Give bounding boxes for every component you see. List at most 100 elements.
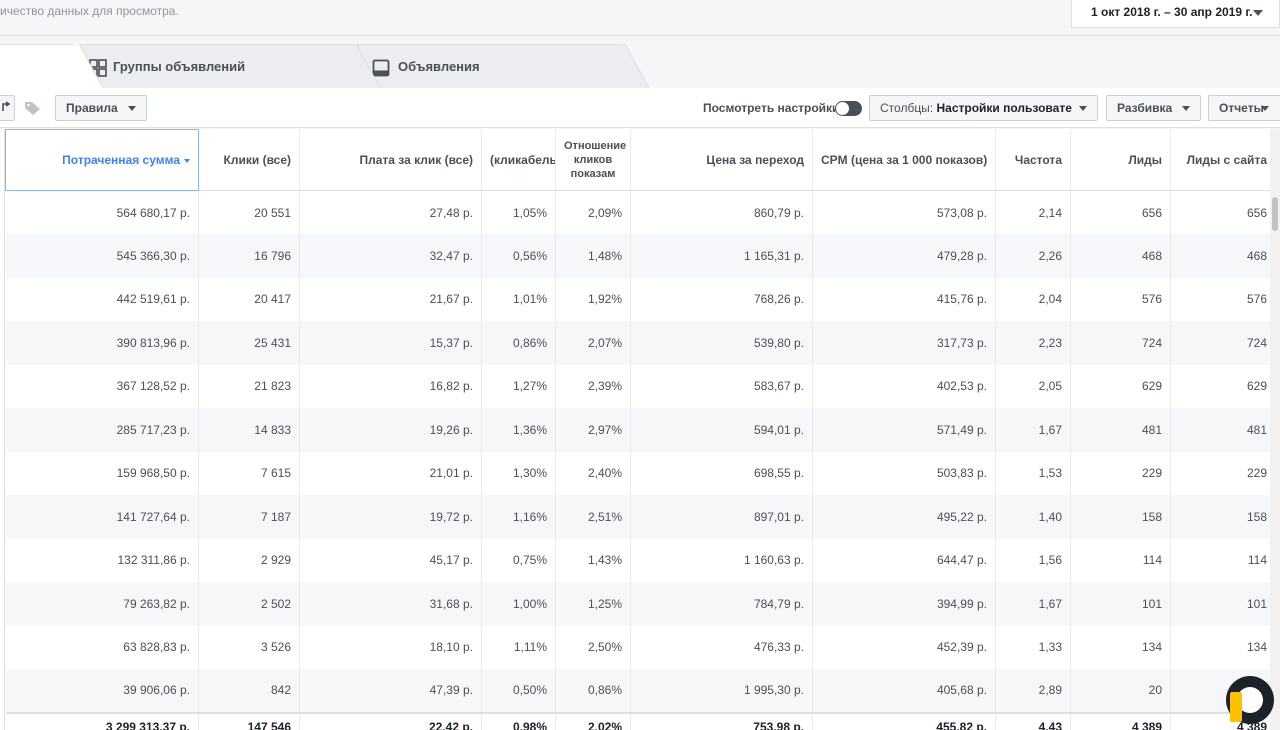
tab-ads[interactable]: Объявления xyxy=(358,44,626,88)
column-header-cpc[interactable]: Плата за клик (все) xyxy=(299,129,482,191)
table-row[interactable]: 63 828,83 р. 3 526 18,10 р. 1,11% 2,50% 476,3… xyxy=(5,625,1276,669)
cell-site-leads: 134 xyxy=(1170,625,1276,669)
cell-cost-per-click: 860,79 р. xyxy=(630,190,813,234)
table-row[interactable]: 545 366,30 р. 16 796 32,47 р. 0,56% 1,48% 1 1… xyxy=(5,234,1276,278)
cell-leads: 114 xyxy=(1070,538,1171,582)
column-header-ctr[interactable]: (кликабель xyxy=(481,129,556,191)
cell-site-leads: 576 xyxy=(1170,277,1276,321)
column-header-leads[interactable]: Лиды xyxy=(1070,129,1171,191)
column-header-cost-per-click[interactable]: Цена за переход xyxy=(630,129,813,191)
table-row[interactable]: 442 519,61 р. 20 417 21,67 р. 1,01% 1,92% 768… xyxy=(5,277,1276,321)
cell-frequency: 2,14 xyxy=(995,190,1071,234)
table-toolbar: Правила Посмотреть настройки Столбцы: На… xyxy=(0,88,1280,128)
view-settings-label: Посмотреть настройки xyxy=(703,101,840,115)
column-header-clicks[interactable]: Клики (все) xyxy=(198,129,300,191)
reports-dropdown[interactable]: Отчеты xyxy=(1208,95,1280,121)
vertical-scrollbar[interactable] xyxy=(1270,129,1280,730)
cell-ctr: 1,27% xyxy=(481,364,556,408)
tab-ad-sets-label: Группы объявлений xyxy=(113,59,246,74)
cell-ctr: 1,36% xyxy=(481,408,556,452)
tab-ad-sets[interactable]: Группы объявлений xyxy=(80,44,358,88)
breakdown-dropdown[interactable]: Разбивка xyxy=(1106,95,1201,121)
column-header-label: Лиды xyxy=(1128,152,1162,167)
rules-label: Правила xyxy=(66,101,118,115)
table-row[interactable]: 564 680,17 р. 20 551 27,48 р. 1,05% 2,09% 860… xyxy=(5,190,1276,234)
info-text: ичество данных для просмотра. xyxy=(0,4,179,18)
cell-leads: 724 xyxy=(1070,321,1171,365)
column-header-label: Клики (все) xyxy=(223,152,291,167)
ads-table: Потраченная сумма Клики (все) Плата за к… xyxy=(5,129,1276,730)
tab-campaigns-edge xyxy=(75,44,103,88)
table-row[interactable]: 390 813,96 р. 25 431 15,37 р. 0,86% 2,07% 539… xyxy=(5,321,1276,365)
top-info-bar: ичество данных для просмотра. 1 окт 2018… xyxy=(0,0,1280,36)
cell-clicks: 2 502 xyxy=(198,582,300,626)
cell-cost-per-click: 768,26 р. xyxy=(630,277,813,321)
cell-clicks: 7 187 xyxy=(198,495,300,539)
toggle-knob xyxy=(836,102,849,115)
tag-icon[interactable] xyxy=(24,100,42,116)
table-row[interactable]: 39 906,06 р. 842 47,39 р. 0,50% 0,86% 1 995,3… xyxy=(5,669,1276,713)
cell-ctr-ratio: 1,25% xyxy=(555,582,631,626)
column-header-label: CPM (цена за 1 000 показов) xyxy=(821,152,988,167)
cell-site-leads: 629 xyxy=(1170,364,1276,408)
date-range-label: 1 окт 2018 г. – 30 апр 2019 г. xyxy=(1091,5,1253,19)
cell-cpc: 47,39 р. xyxy=(299,669,482,713)
table-row[interactable]: 159 968,50 р. 7 615 21,01 р. 1,30% 2,40% 698,… xyxy=(5,451,1276,495)
total-cell-ctr: 0,98% xyxy=(481,711,556,730)
tab-campaigns[interactable] xyxy=(0,44,78,88)
cell-leads: 481 xyxy=(1070,408,1171,452)
column-header-cpm[interactable]: CPM (цена за 1 000 показов) xyxy=(812,129,996,191)
view-settings-toggle[interactable] xyxy=(835,101,862,116)
column-header-spent[interactable]: Потраченная сумма xyxy=(5,129,199,191)
total-cell-cpc: 22,42 р. xyxy=(299,711,482,730)
table-row[interactable]: 141 727,64 р. 7 187 19,72 р. 1,16% 2,51% 897,… xyxy=(5,495,1276,539)
cell-ctr: 1,05% xyxy=(481,190,556,234)
cell-spent: 545 366,30 р. xyxy=(5,234,199,278)
cell-clicks: 25 431 xyxy=(198,321,300,365)
columns-dropdown[interactable]: Столбцы: Настройки пользовате xyxy=(869,95,1098,121)
cell-site-leads: 158 xyxy=(1170,495,1276,539)
edit-icon xyxy=(2,101,11,111)
table-row[interactable]: 285 717,23 р. 14 833 19,26 р. 1,36% 2,97% 594… xyxy=(5,408,1276,452)
cell-frequency: 1,67 xyxy=(995,408,1071,452)
cell-ctr: 0,56% xyxy=(481,234,556,278)
cell-leads: 576 xyxy=(1070,277,1171,321)
table-row[interactable]: 132 311,86 р. 2 929 45,17 р. 0,75% 1,43% 1 16… xyxy=(5,538,1276,582)
cell-leads: 101 xyxy=(1070,582,1171,626)
cell-ctr: 1,00% xyxy=(481,582,556,626)
cell-ctr-ratio: 2,97% xyxy=(555,408,631,452)
column-header-label: Отношение кликов показам xyxy=(564,139,627,180)
total-cell-clicks: 147 546 xyxy=(198,711,300,730)
columns-prefix: Столбцы: xyxy=(880,101,934,115)
column-header-site-leads[interactable]: Лиды с сайта xyxy=(1170,129,1276,191)
rules-button[interactable]: Правила xyxy=(55,95,147,121)
cell-cost-per-click: 539,80 р. xyxy=(630,321,813,365)
column-header-ctr-ratio[interactable]: Отношение кликов показам xyxy=(555,129,631,191)
cell-clicks: 20 551 xyxy=(198,190,300,234)
edit-button[interactable] xyxy=(0,95,15,121)
cell-clicks: 2 929 xyxy=(198,538,300,582)
cell-site-leads: 101 xyxy=(1170,582,1276,626)
scrollbar-thumb[interactable] xyxy=(1272,197,1278,231)
cell-spent: 564 680,17 р. xyxy=(5,190,199,234)
cell-cpc: 19,72 р. xyxy=(299,495,482,539)
cell-cpm: 503,83 р. xyxy=(812,451,996,495)
cell-frequency: 1,67 xyxy=(995,582,1071,626)
cell-ctr: 1,11% xyxy=(481,625,556,669)
table-row[interactable]: 79 263,82 р. 2 502 31,68 р. 1,00% 1,25% 784,7… xyxy=(5,582,1276,626)
cell-spent: 39 906,06 р. xyxy=(5,669,199,713)
table-header-row: Потраченная сумма Клики (все) Плата за к… xyxy=(5,129,1276,191)
cell-cpc: 16,82 р. xyxy=(299,364,482,408)
cell-cpc: 27,48 р. xyxy=(299,190,482,234)
column-header-frequency[interactable]: Частота xyxy=(995,129,1071,191)
cell-ctr: 0,75% xyxy=(481,538,556,582)
column-header-label: Цена за переход xyxy=(706,152,804,167)
date-range-picker[interactable]: 1 окт 2018 г. – 30 апр 2019 г. xyxy=(1071,0,1280,28)
cell-frequency: 2,89 xyxy=(995,669,1071,713)
table-row[interactable]: 367 128,52 р. 21 823 16,82 р. 1,27% 2,39% 583… xyxy=(5,364,1276,408)
cell-cpm: 644,47 р. xyxy=(812,538,996,582)
cell-spent: 159 968,50 р. xyxy=(5,451,199,495)
cell-ctr-ratio: 1,48% xyxy=(555,234,631,278)
cell-ctr-ratio: 2,50% xyxy=(555,625,631,669)
cell-cpm: 571,49 р. xyxy=(812,408,996,452)
